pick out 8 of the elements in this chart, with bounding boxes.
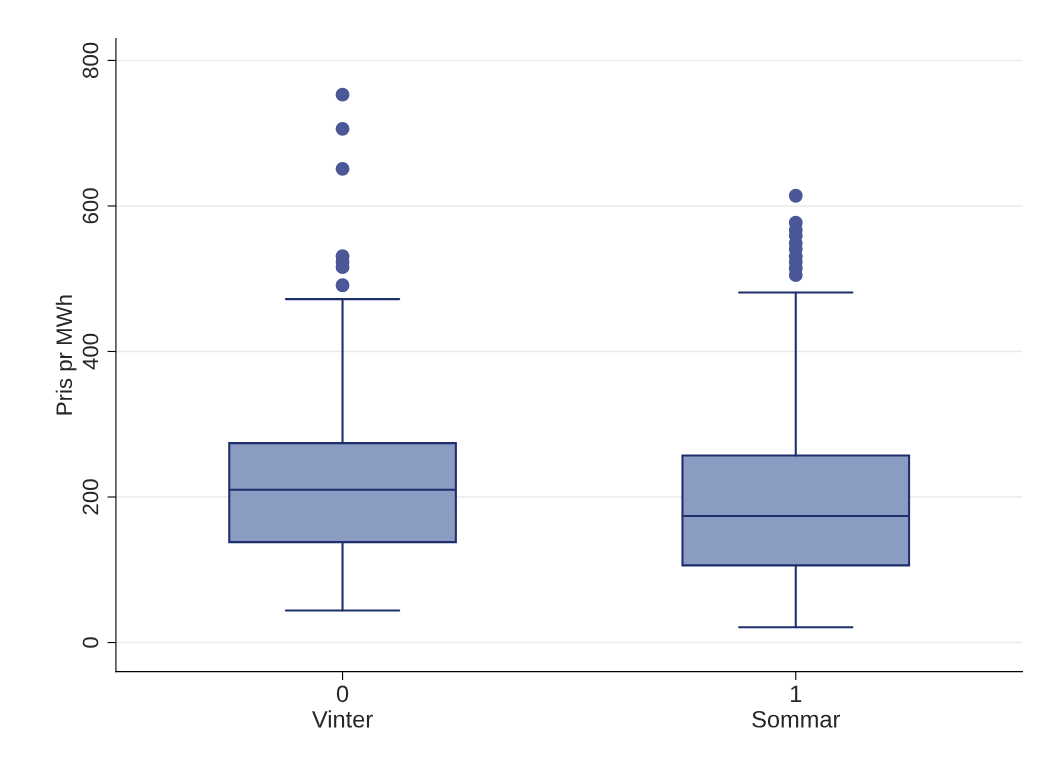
x-tick-label: 1 Sommar xyxy=(752,685,840,728)
y-axis-title: Pris pr MWh xyxy=(55,295,77,415)
y-tick-label: 0 xyxy=(82,637,99,648)
y-tick-label: 800 xyxy=(82,42,99,78)
y-tick-label: 600 xyxy=(82,188,99,224)
y-tick-label: 400 xyxy=(82,333,99,370)
y-tick-label: 200 xyxy=(82,479,99,515)
x-tick-label: 0 Vinter xyxy=(312,685,373,728)
